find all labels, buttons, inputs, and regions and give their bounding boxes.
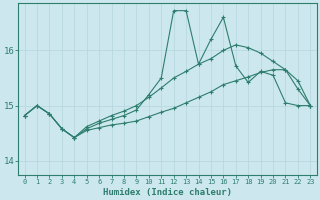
X-axis label: Humidex (Indice chaleur): Humidex (Indice chaleur) — [103, 188, 232, 197]
